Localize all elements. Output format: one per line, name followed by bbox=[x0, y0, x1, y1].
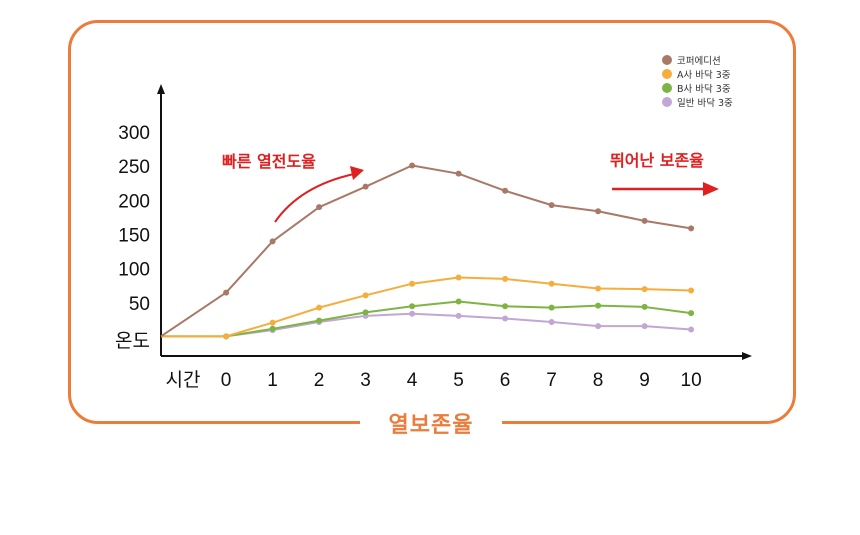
data-point bbox=[362, 292, 369, 299]
data-point bbox=[548, 202, 555, 209]
y-tick-label: 150 bbox=[118, 226, 150, 247]
data-point bbox=[223, 333, 230, 340]
legend-item: 코퍼에디션 bbox=[662, 53, 733, 67]
x-tick-label: 1 bbox=[267, 370, 278, 391]
x-axis-arrowhead bbox=[742, 352, 752, 360]
series-line bbox=[160, 164, 692, 338]
data-point bbox=[316, 317, 323, 324]
y-axis-arrowhead bbox=[157, 84, 165, 94]
legend-swatch bbox=[662, 97, 672, 107]
x-tick-label: 4 bbox=[407, 370, 418, 391]
data-point bbox=[502, 275, 509, 282]
data-point bbox=[316, 204, 323, 211]
data-point bbox=[688, 326, 695, 333]
data-point bbox=[409, 280, 416, 287]
data-point bbox=[455, 170, 462, 177]
y-tick-label: 50 bbox=[129, 294, 150, 315]
data-point bbox=[269, 238, 276, 245]
data-point bbox=[409, 310, 416, 317]
x-tick-label: 5 bbox=[453, 370, 464, 391]
data-point bbox=[502, 303, 509, 310]
data-point bbox=[455, 298, 462, 305]
legend-item: A사 바닥 3중 bbox=[662, 67, 733, 81]
data-point bbox=[641, 286, 648, 293]
rising-arrow-head bbox=[350, 166, 364, 180]
annotation-great-retention: 뛰어난 보존율 bbox=[610, 151, 704, 170]
data-point bbox=[362, 183, 369, 190]
y-axis-label: 온도 bbox=[115, 330, 150, 352]
data-point bbox=[316, 304, 323, 311]
series-line bbox=[161, 312, 692, 338]
data-point bbox=[595, 208, 602, 215]
data-point bbox=[548, 318, 555, 325]
x-tick-label: 2 bbox=[314, 370, 325, 391]
data-point bbox=[688, 287, 695, 294]
legend-label: 일반 바닥 3중 bbox=[677, 98, 733, 109]
legend-swatch bbox=[662, 83, 672, 93]
y-tick-label: 300 bbox=[118, 123, 150, 144]
data-point bbox=[595, 285, 602, 292]
x-tick-label: 3 bbox=[360, 370, 371, 391]
data-point bbox=[409, 303, 416, 310]
series-line bbox=[161, 276, 692, 338]
x-tick-label: 6 bbox=[500, 370, 511, 391]
annotation-fast-transfer: 빠른 열전도율 bbox=[222, 152, 316, 171]
chart-axes bbox=[157, 84, 752, 360]
data-point bbox=[409, 162, 416, 169]
x-tick-label: 7 bbox=[546, 370, 557, 391]
x-tick-label: 0 bbox=[221, 370, 232, 391]
legend-label: A사 바닥 3중 bbox=[677, 70, 731, 81]
data-point bbox=[362, 309, 369, 316]
series-line bbox=[161, 300, 692, 338]
data-point bbox=[502, 187, 509, 194]
legend-swatch bbox=[662, 55, 672, 65]
data-point bbox=[641, 323, 648, 330]
data-point bbox=[269, 325, 276, 332]
data-point bbox=[641, 303, 648, 310]
data-point bbox=[455, 274, 462, 281]
chart-series bbox=[160, 162, 695, 340]
data-point bbox=[595, 323, 602, 330]
x-tick-label: 8 bbox=[593, 370, 604, 391]
data-point bbox=[455, 312, 462, 319]
legend-item: 일반 바닥 3중 bbox=[662, 95, 733, 109]
frame-title: 열보존율 bbox=[360, 406, 502, 446]
rising-arrow-shaft bbox=[274, 173, 355, 223]
x-tick-label: 10 bbox=[681, 370, 702, 391]
data-point bbox=[548, 304, 555, 311]
data-point bbox=[269, 319, 276, 326]
annotation-arrows bbox=[274, 166, 719, 223]
legend-label: 코퍼에디션 bbox=[677, 56, 721, 67]
y-tick-label: 100 bbox=[118, 260, 150, 281]
data-point bbox=[502, 315, 509, 322]
data-point bbox=[688, 310, 695, 317]
data-point bbox=[595, 302, 602, 309]
legend-label: B사 바닥 3중 bbox=[677, 84, 731, 95]
y-tick-label: 200 bbox=[118, 191, 150, 212]
legend-item: B사 바닥 3중 bbox=[662, 81, 733, 95]
legend-swatch bbox=[662, 69, 672, 79]
data-point bbox=[223, 289, 230, 296]
data-point bbox=[548, 280, 555, 287]
data-point bbox=[688, 225, 695, 232]
flat-arrow-head bbox=[703, 182, 719, 196]
y-tick-label: 250 bbox=[118, 157, 150, 178]
x-axis-label: 시간 bbox=[166, 369, 201, 391]
x-tick-label: 9 bbox=[639, 370, 650, 391]
data-point bbox=[641, 217, 648, 224]
